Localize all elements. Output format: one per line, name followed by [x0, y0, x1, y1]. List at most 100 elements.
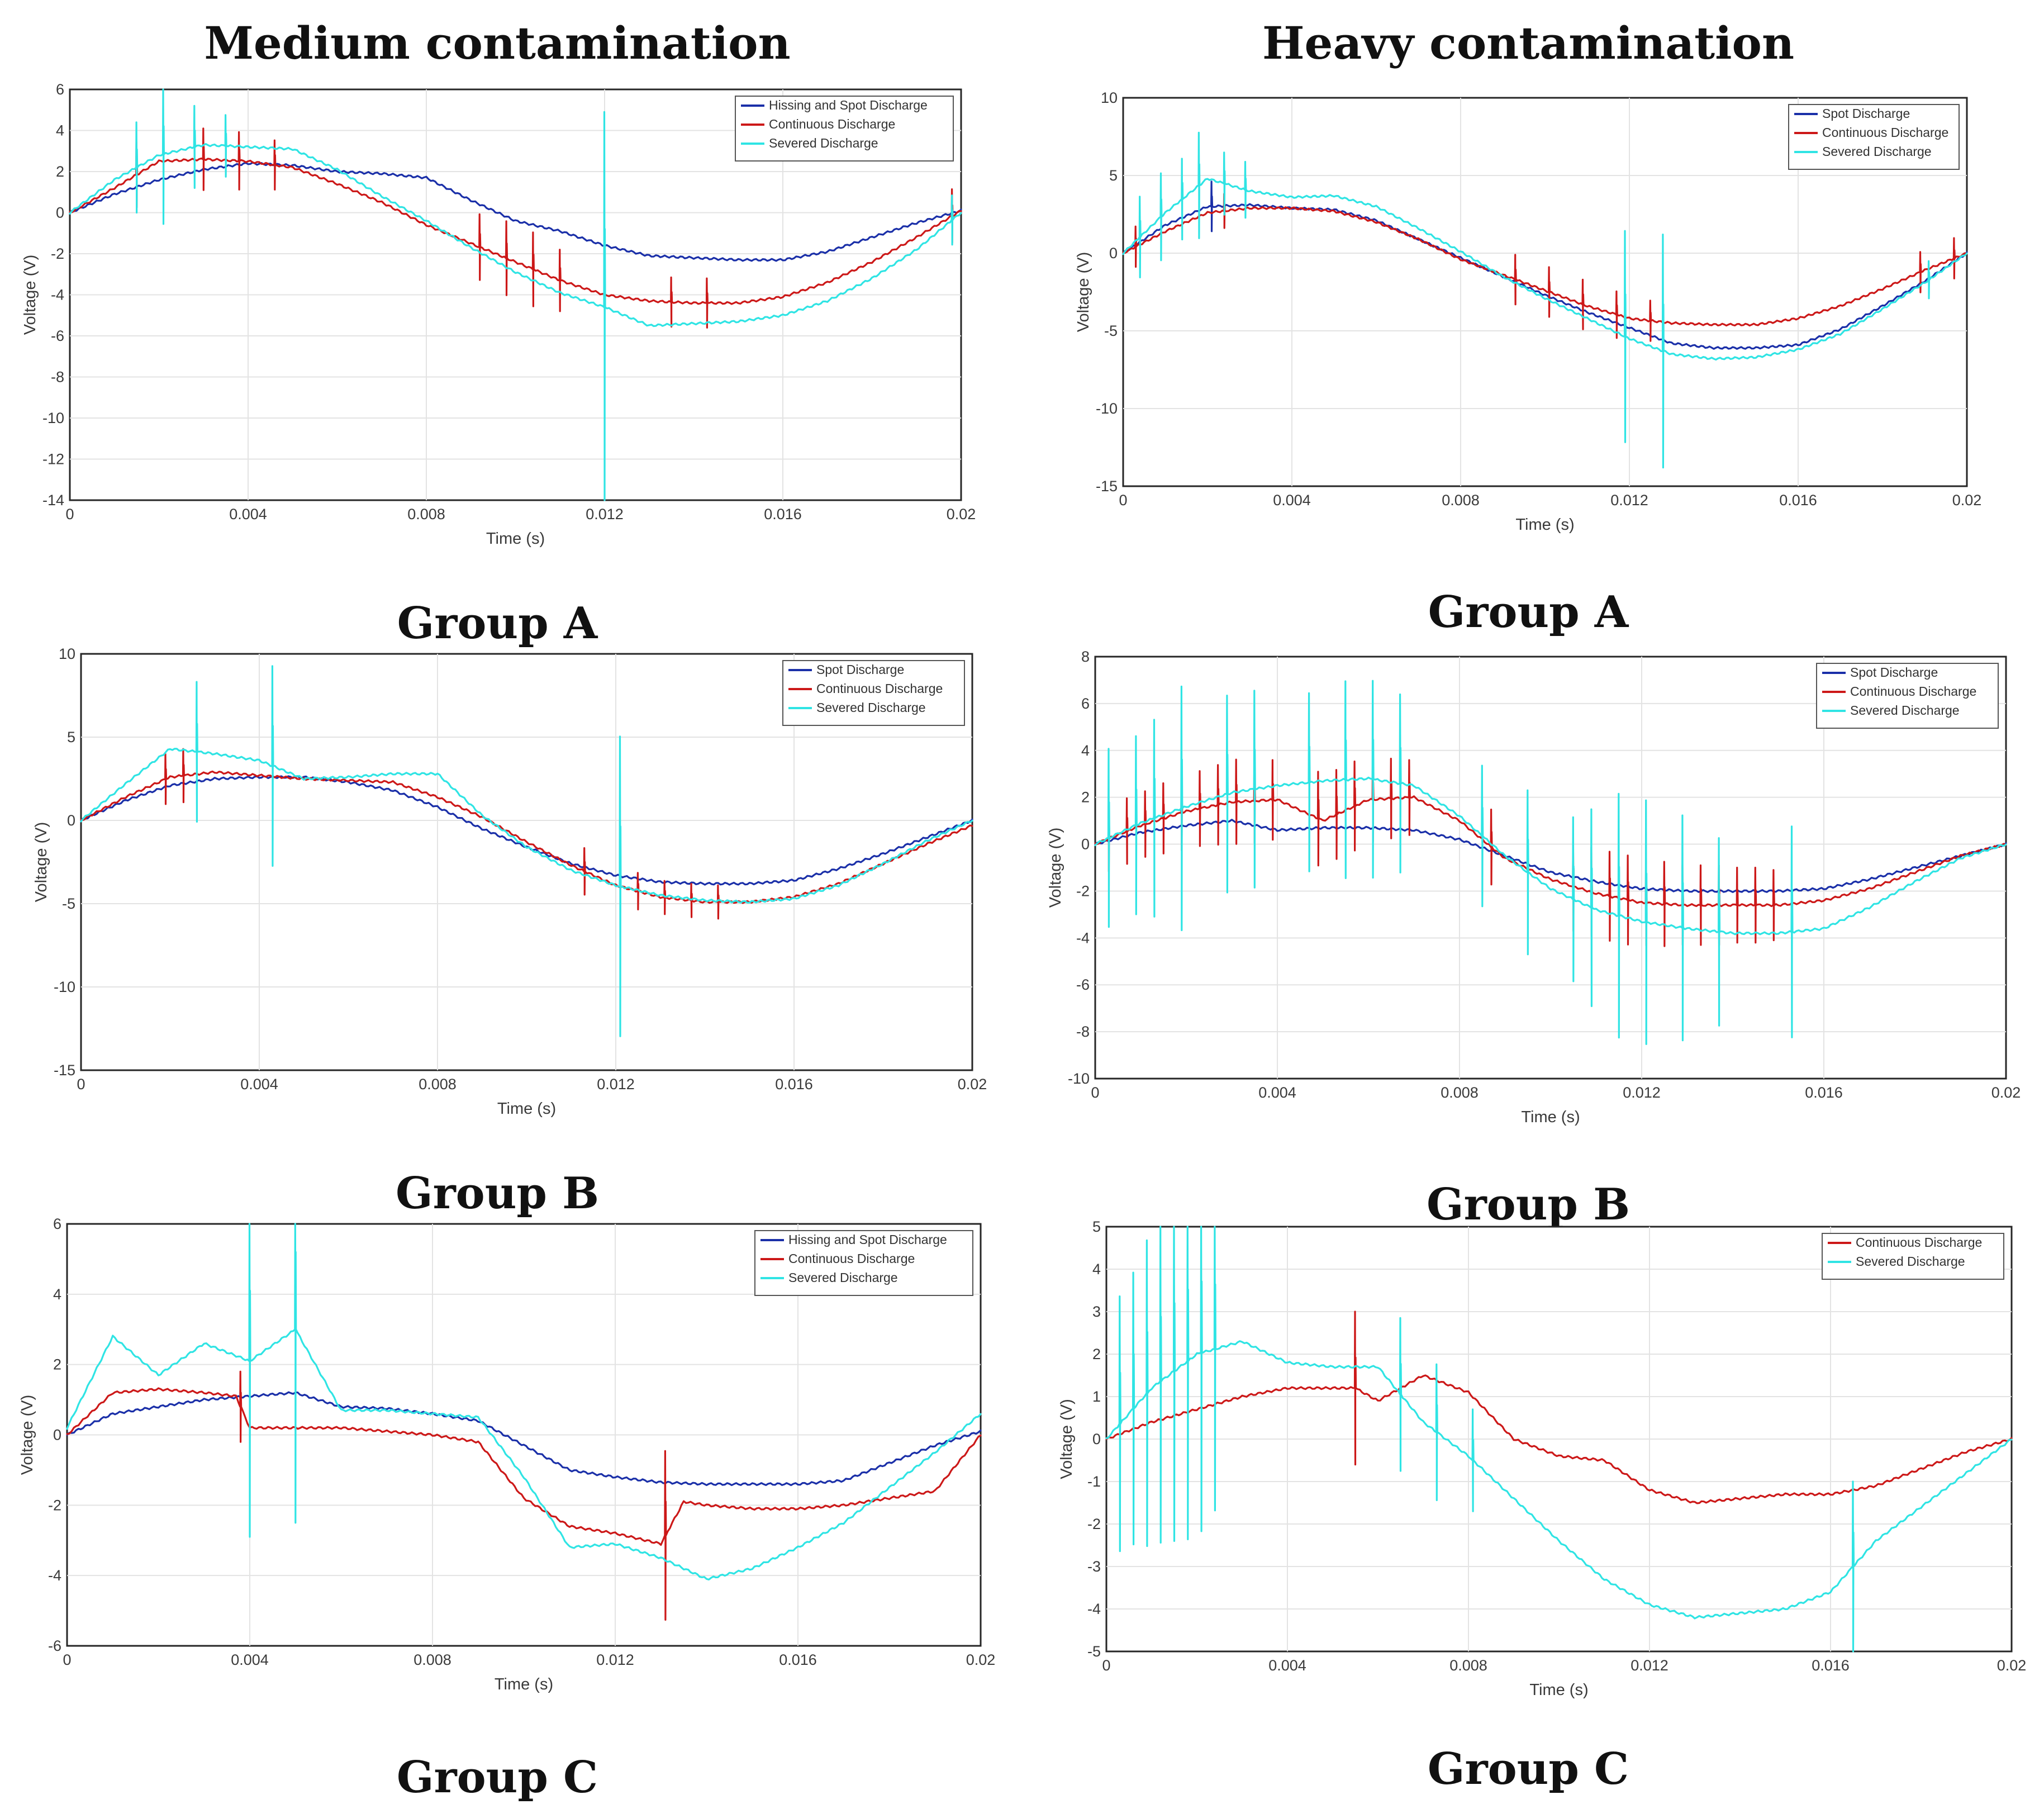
- y-ticks: 6 4 2 0 -2 -4 -6 -8 -10 -12 -14: [42, 81, 961, 509]
- series-line: [1122, 181, 1968, 350]
- chart-panel-1: 0 0.004 0.008 0.012 0.016 0.02 6 4 2 0 -2 -4 -6 -8 -10…: [21, 81, 976, 548]
- group-caption: Group B: [395, 1168, 600, 1219]
- y-tick-label: 10: [1101, 89, 1118, 106]
- y-tick-label: -4: [1087, 1601, 1101, 1617]
- legend-entry: Spot Discharge: [1850, 665, 1938, 680]
- y-ticks: 6 4 2 0 -2 -4 -6: [48, 1216, 981, 1654]
- x-tick-label: 0.012: [1610, 492, 1648, 509]
- series-severed-discharge: [66, 1223, 982, 1580]
- legend-entry: Hissing and Spot Discharge: [769, 98, 928, 112]
- x-ticks: 0 0.004 0.008 0.012 0.016 0.02: [65, 89, 976, 523]
- x-tick-label: 0.02: [1997, 1657, 2027, 1674]
- legend-entry: Continuous Discharge: [816, 681, 943, 696]
- y-tick-label: 5: [1092, 1218, 1101, 1235]
- series-severed-discharge: [1122, 131, 1968, 469]
- series-line: [1094, 819, 2007, 893]
- y-tick-label: -3: [1087, 1558, 1101, 1575]
- x-axis-label: Time (s): [1515, 516, 1574, 534]
- x-tick-label: 0.004: [229, 506, 267, 523]
- y-tick-label: 4: [1081, 742, 1090, 759]
- series-spot-discharge: [1122, 181, 1968, 350]
- x-tick-label: 0: [63, 1651, 71, 1668]
- legend-box: [1822, 1233, 2004, 1280]
- series-continuous-discharge: [1094, 756, 2007, 947]
- y-tick-label: 4: [1092, 1261, 1101, 1278]
- x-ticks: 0 0.004 0.008 0.012 0.016 0.02: [77, 654, 987, 1093]
- y-tick-label: -2: [1076, 882, 1090, 899]
- y-tick-label: -8: [1076, 1023, 1090, 1040]
- y-tick-label: -4: [1076, 929, 1090, 946]
- y-tick-label: -4: [51, 287, 64, 303]
- series-line: [69, 162, 962, 262]
- legend-entry: Continuous Discharge: [1822, 125, 1948, 140]
- x-tick-label: 0.004: [1258, 1084, 1296, 1101]
- x-tick-label: 0.02: [947, 506, 976, 523]
- series-line: [1122, 193, 1968, 342]
- x-tick-label: 0.008: [1442, 492, 1480, 509]
- x-axis-label: Time (s): [495, 1675, 553, 1693]
- x-tick-label: 0.012: [1631, 1657, 1669, 1674]
- series-continuous-discharge: [80, 748, 973, 920]
- x-tick-label: 0.016: [764, 506, 802, 523]
- x-ticks: 0 0.004 0.008 0.012 0.016 0.02: [1119, 98, 1981, 509]
- x-axis-label: Time (s): [497, 1100, 556, 1118]
- x-tick-label: 0.016: [775, 1076, 813, 1093]
- y-tick-label: 2: [1081, 789, 1090, 806]
- y-tick-label: 3: [1092, 1303, 1101, 1320]
- y-tick-label: 5: [67, 729, 75, 746]
- y-tick-label: -1: [1087, 1473, 1101, 1490]
- x-tick-label: 0.004: [1273, 492, 1311, 509]
- series-hissing-and-spot-discharge: [69, 162, 962, 262]
- column-heading-medium: Medium contamination: [204, 17, 791, 69]
- group-caption: Group C: [396, 1752, 598, 1803]
- legend-entry: Severed Discharge: [1850, 703, 1960, 718]
- chart-panel-2: 0 0.004 0.008 0.012 0.016 0.02 10 5 0 -5 -10 -15 Tim…: [1075, 89, 1981, 534]
- y-tick-label: -2: [1087, 1516, 1101, 1532]
- legend-box: [754, 1230, 973, 1296]
- chart-panel-4: 0 0.004 0.008 0.012 0.016 0.02 8 6 4 2 0 -2 -4 -6 -8 -1…: [1047, 648, 2021, 1126]
- y-tick-label: 0: [1109, 245, 1118, 262]
- y-tick-label: -6: [1076, 976, 1090, 993]
- y-tick-label: -15: [54, 1062, 75, 1079]
- legend-entry: Severed Discharge: [769, 136, 878, 150]
- x-axis-label: Time (s): [486, 530, 545, 548]
- legend-entry: Severed Discharge: [788, 1270, 898, 1285]
- x-tick-label: 0.016: [1779, 492, 1817, 509]
- series-severed-discharge: [80, 665, 973, 1037]
- legend-entry: Continuous Discharge: [788, 1251, 915, 1266]
- y-tick-label: 6: [56, 81, 64, 98]
- y-axis-label: Voltage (V): [1047, 828, 1064, 908]
- y-tick-label: -15: [1096, 478, 1118, 495]
- legend: Hissing and Spot Discharge Continuous Dis…: [754, 1230, 973, 1296]
- series-severed-discharge: [1094, 680, 2007, 1045]
- legend-entry: Severed Discharge: [1822, 144, 1932, 159]
- y-tick-label: 0: [56, 205, 64, 221]
- legend-entry: Spot Discharge: [1822, 106, 1910, 121]
- y-tick-label: -5: [1104, 322, 1118, 339]
- series-line: [80, 665, 973, 1037]
- legend-entry: Severed Discharge: [1856, 1254, 1965, 1269]
- group-caption: Group B: [1426, 1179, 1631, 1230]
- y-tick-label: -6: [51, 327, 64, 344]
- y-axis-label: Voltage (V): [21, 255, 39, 335]
- y-tick-label: 6: [53, 1216, 61, 1232]
- legend-box: [735, 96, 954, 162]
- y-tick-label: 6: [1081, 695, 1090, 712]
- x-tick-label: 0.012: [597, 1076, 635, 1093]
- series-line: [66, 1370, 982, 1621]
- x-tick-label: 0.016: [779, 1651, 817, 1668]
- legend: Continuous Discharge Severed Discharge: [1822, 1233, 2004, 1280]
- y-ticks: 8 6 4 2 0 -2 -4 -6 -8 -10: [1068, 648, 2006, 1087]
- series-hissing-and-spot-discharge: [66, 1391, 982, 1487]
- y-tick-label: -5: [62, 895, 75, 912]
- y-tick-label: 2: [53, 1356, 61, 1373]
- series-severed-discharge: [69, 88, 962, 501]
- y-tick-label: 5: [1109, 167, 1118, 184]
- series-continuous-discharge: [69, 127, 962, 329]
- x-tick-label: 0.016: [1805, 1084, 1843, 1101]
- legend-entry: Hissing and Spot Discharge: [788, 1232, 947, 1247]
- series-line: [69, 127, 962, 329]
- y-ticks: 5 4 3 2 1 0 -1 -2 -3 -4 -5: [1087, 1218, 2012, 1660]
- y-ticks: 10 5 0 -5 -10 -15: [1096, 89, 1967, 495]
- y-axis-label: Voltage (V): [1058, 1399, 1076, 1479]
